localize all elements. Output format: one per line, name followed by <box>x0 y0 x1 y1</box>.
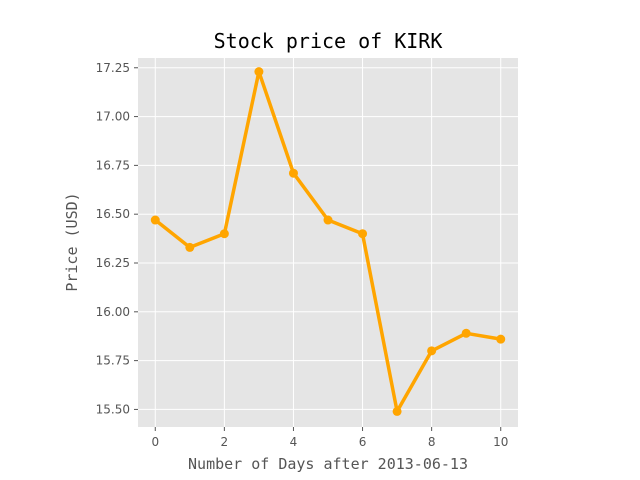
data-point <box>392 406 402 416</box>
grid <box>138 58 518 427</box>
x-tick-label: 10 <box>493 435 508 449</box>
data-point <box>288 168 298 178</box>
data-point <box>461 328 471 338</box>
data-point <box>427 346 437 356</box>
chart-title: Stock price of KIRK <box>214 29 443 53</box>
y-tick-label: 16.50 <box>96 207 130 221</box>
y-tick-label: 17.00 <box>96 110 130 124</box>
data-point <box>219 229 229 239</box>
y-tick-label: 15.75 <box>96 354 130 368</box>
y-tick-label: 16.25 <box>96 256 130 270</box>
y-axis-label: Price (USD) <box>63 192 81 291</box>
x-axis-label: Number of Days after 2013-06-13 <box>188 455 468 473</box>
data-point <box>150 215 160 225</box>
ticks: 0 2 4 6 8 10 15.50 15.75 16.00 16.25 16.50 16.75 17.… <box>96 61 509 449</box>
x-tick-label: 2 <box>221 435 229 449</box>
x-tick-label: 8 <box>428 435 436 449</box>
series-layer <box>150 67 506 416</box>
y-tick-label: 17.25 <box>96 61 130 75</box>
data-point <box>323 215 333 225</box>
y-tick-label: 16.75 <box>96 158 130 172</box>
x-tick-label: 0 <box>151 435 159 449</box>
x-tick-label: 6 <box>359 435 367 449</box>
data-point <box>358 229 368 239</box>
y-tick-label: 16.00 <box>96 305 130 319</box>
x-tick-label: 4 <box>290 435 298 449</box>
y-tick-label: 15.50 <box>96 402 130 416</box>
data-point <box>254 67 264 77</box>
data-point <box>496 334 506 344</box>
data-point <box>185 242 195 252</box>
plot-area <box>138 58 518 427</box>
